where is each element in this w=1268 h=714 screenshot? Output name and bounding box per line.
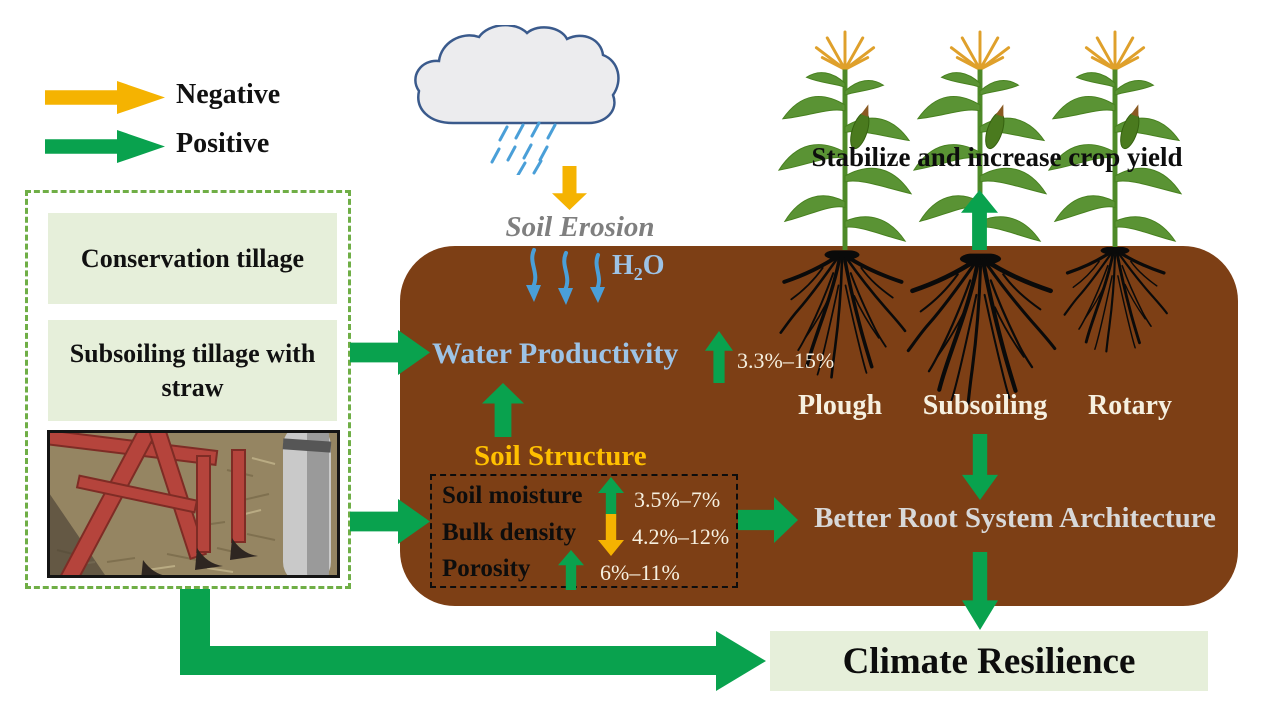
- soil-moisture-value: 3.5%–7%: [634, 487, 721, 512]
- plough-label: Plough: [797, 390, 883, 421]
- bulk-density-label: Bulk density: [442, 519, 577, 546]
- crop-yield-caption: Stabilize and increase crop yield: [811, 142, 1183, 172]
- legend-negative-label: Negative: [176, 79, 281, 110]
- h2o-subscript: 2: [633, 264, 643, 284]
- subsoiling-label: Subsoiling: [922, 390, 1048, 421]
- corn-plant-icon: [1040, 28, 1190, 250]
- rotary-label: Rotary: [1088, 390, 1172, 421]
- climate-resilience-box: Climate Resilience: [770, 631, 1208, 691]
- rain-icon: [490, 121, 557, 175]
- soil-erosion-label: Soil Erosion: [505, 211, 655, 243]
- climate-resilience-label: Climate Resilience: [842, 640, 1136, 682]
- infiltration-arrows-icon: [526, 248, 605, 305]
- better-root-label: Better Root System Architecture: [814, 502, 1216, 534]
- subsoiler-equipment-photo: [47, 430, 340, 578]
- h2o-h: H: [612, 250, 634, 281]
- positive-arrow-icon: [45, 130, 165, 163]
- h2o-o: O: [642, 250, 665, 281]
- resilience-elbow-arrow-horizontal: [180, 646, 718, 675]
- cloud-icon: [414, 25, 620, 175]
- negative-arrow-icon: [45, 81, 165, 114]
- water-productivity-label: Water Productivity: [432, 337, 679, 370]
- subsoiling-tillage-box: Subsoiling tillage with straw: [48, 320, 337, 421]
- bulk-density-value: 4.2%–12%: [632, 524, 730, 549]
- soil-moisture-label: Soil moisture: [442, 482, 583, 509]
- root-system-rotary-icon: [1045, 247, 1185, 355]
- corn-plant-icon: [770, 28, 920, 250]
- resilience-elbow-arrow-head-icon: [716, 631, 766, 691]
- soil-metrics-box: [430, 474, 738, 588]
- subsoiling-tillage-label: Subsoiling tillage with straw: [69, 338, 316, 402]
- legend-positive-label: Positive: [176, 128, 270, 159]
- porosity-label: Porosity: [442, 555, 531, 582]
- porosity-value: 6%–11%: [600, 560, 680, 585]
- soil-structure-label: Soil Structure: [474, 440, 647, 472]
- water-productivity-value: 3.3%–15%: [737, 348, 835, 373]
- h2o-label: H2O: [612, 250, 665, 284]
- conservation-tillage-box: Conservation tillage: [48, 213, 337, 304]
- conservation-tillage-label: Conservation tillage: [80, 243, 305, 273]
